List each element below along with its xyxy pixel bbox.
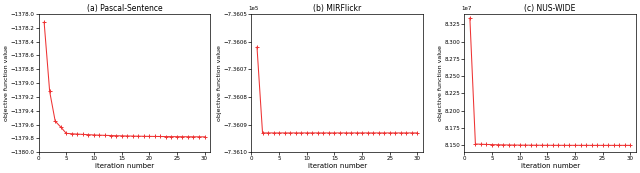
Title: (b) MIRFlickr: (b) MIRFlickr xyxy=(313,4,362,13)
Title: (a) Pascal-Sentence: (a) Pascal-Sentence xyxy=(86,4,162,13)
Y-axis label: objective function value: objective function value xyxy=(438,45,443,121)
X-axis label: iteration number: iteration number xyxy=(520,163,580,169)
X-axis label: iteration number: iteration number xyxy=(95,163,154,169)
Y-axis label: objective function value: objective function value xyxy=(217,45,222,121)
X-axis label: iteration number: iteration number xyxy=(308,163,367,169)
Title: (c) NUS-WIDE: (c) NUS-WIDE xyxy=(524,4,576,13)
Y-axis label: objective function value: objective function value xyxy=(4,45,9,121)
